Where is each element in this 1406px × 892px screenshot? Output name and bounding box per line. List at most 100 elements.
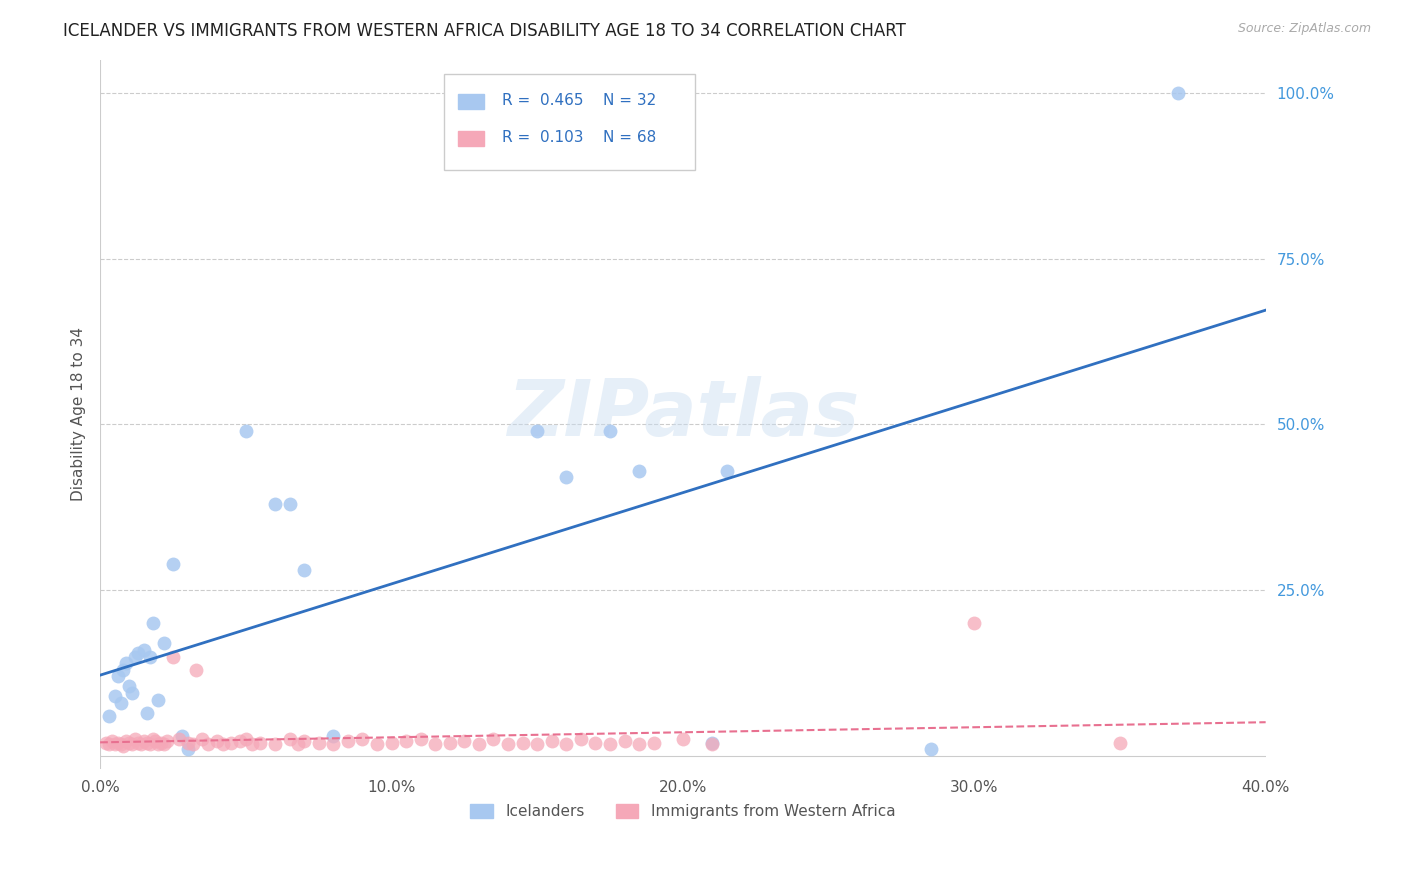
Point bbox=[97, 709, 120, 723]
Point bbox=[322, 737, 344, 751]
Point bbox=[138, 649, 160, 664]
Point bbox=[235, 732, 257, 747]
Point bbox=[183, 737, 205, 751]
Point bbox=[700, 737, 723, 751]
Point bbox=[142, 732, 165, 747]
Text: R =  0.465    N = 32: R = 0.465 N = 32 bbox=[502, 94, 657, 108]
Point bbox=[97, 737, 120, 751]
Point bbox=[599, 424, 621, 438]
Point bbox=[124, 649, 146, 664]
Point bbox=[526, 737, 548, 751]
Point bbox=[150, 736, 173, 750]
Point bbox=[205, 734, 228, 748]
Point bbox=[156, 734, 179, 748]
Point bbox=[920, 742, 942, 756]
Point bbox=[963, 616, 986, 631]
Point bbox=[107, 736, 129, 750]
Point bbox=[439, 736, 461, 750]
Point bbox=[112, 663, 135, 677]
Point bbox=[176, 736, 198, 750]
Point bbox=[240, 737, 263, 751]
Point bbox=[628, 464, 651, 478]
Point bbox=[107, 669, 129, 683]
Point bbox=[264, 497, 287, 511]
Point bbox=[322, 729, 344, 743]
Point bbox=[599, 737, 621, 751]
Point bbox=[380, 736, 402, 750]
Point bbox=[132, 643, 155, 657]
Point bbox=[162, 649, 184, 664]
Point bbox=[278, 732, 301, 747]
Point bbox=[700, 736, 723, 750]
Point bbox=[211, 737, 233, 751]
Point bbox=[129, 737, 152, 751]
Point bbox=[264, 737, 287, 751]
Point bbox=[496, 737, 519, 751]
Legend: Icelanders, Immigrants from Western Africa: Icelanders, Immigrants from Western Afri… bbox=[464, 798, 901, 825]
Point bbox=[135, 706, 157, 720]
Point bbox=[110, 737, 132, 751]
Point bbox=[110, 696, 132, 710]
Point bbox=[409, 732, 432, 747]
Point bbox=[127, 736, 149, 750]
Point bbox=[191, 732, 214, 747]
Point bbox=[352, 732, 374, 747]
Point bbox=[138, 737, 160, 751]
Point bbox=[121, 737, 143, 751]
Text: ICELANDER VS IMMIGRANTS FROM WESTERN AFRICA DISABILITY AGE 18 TO 34 CORRELATION : ICELANDER VS IMMIGRANTS FROM WESTERN AFR… bbox=[63, 22, 905, 40]
Point bbox=[235, 424, 257, 438]
Point bbox=[118, 736, 141, 750]
Point bbox=[121, 686, 143, 700]
Point bbox=[287, 737, 309, 751]
Point bbox=[186, 663, 208, 677]
Point bbox=[468, 737, 491, 751]
Point bbox=[1109, 736, 1132, 750]
Point bbox=[115, 656, 138, 670]
Point bbox=[176, 742, 198, 756]
FancyBboxPatch shape bbox=[444, 74, 695, 169]
Point bbox=[219, 736, 242, 750]
Point bbox=[672, 732, 695, 747]
Point bbox=[142, 616, 165, 631]
Point bbox=[540, 734, 562, 748]
Point bbox=[104, 737, 127, 751]
Point bbox=[249, 736, 271, 750]
Point bbox=[555, 737, 578, 751]
Point bbox=[104, 690, 127, 704]
Point bbox=[145, 734, 167, 748]
Point bbox=[148, 692, 170, 706]
Point bbox=[395, 734, 418, 748]
Point bbox=[170, 729, 193, 743]
Point bbox=[482, 732, 505, 747]
Point bbox=[197, 737, 219, 751]
Point bbox=[101, 734, 124, 748]
Point bbox=[336, 734, 359, 748]
Point bbox=[716, 464, 738, 478]
Point bbox=[585, 736, 607, 750]
Point bbox=[292, 734, 315, 748]
Text: ZIPatlas: ZIPatlas bbox=[506, 376, 859, 452]
Point bbox=[148, 737, 170, 751]
FancyBboxPatch shape bbox=[458, 94, 484, 110]
Point bbox=[127, 646, 149, 660]
Point bbox=[278, 497, 301, 511]
Point bbox=[569, 732, 592, 747]
Point bbox=[153, 636, 176, 650]
Point bbox=[132, 734, 155, 748]
Point bbox=[366, 737, 388, 751]
Point bbox=[613, 734, 636, 748]
Point bbox=[162, 557, 184, 571]
Point bbox=[112, 739, 135, 753]
Point bbox=[229, 734, 252, 748]
Point bbox=[425, 737, 447, 751]
Text: R =  0.103    N = 68: R = 0.103 N = 68 bbox=[502, 130, 657, 145]
Point bbox=[555, 470, 578, 484]
Point bbox=[135, 736, 157, 750]
Point bbox=[643, 736, 665, 750]
Point bbox=[153, 737, 176, 751]
Point bbox=[526, 424, 548, 438]
Point bbox=[115, 734, 138, 748]
Point bbox=[512, 736, 534, 750]
Text: Source: ZipAtlas.com: Source: ZipAtlas.com bbox=[1237, 22, 1371, 36]
Point bbox=[124, 732, 146, 747]
